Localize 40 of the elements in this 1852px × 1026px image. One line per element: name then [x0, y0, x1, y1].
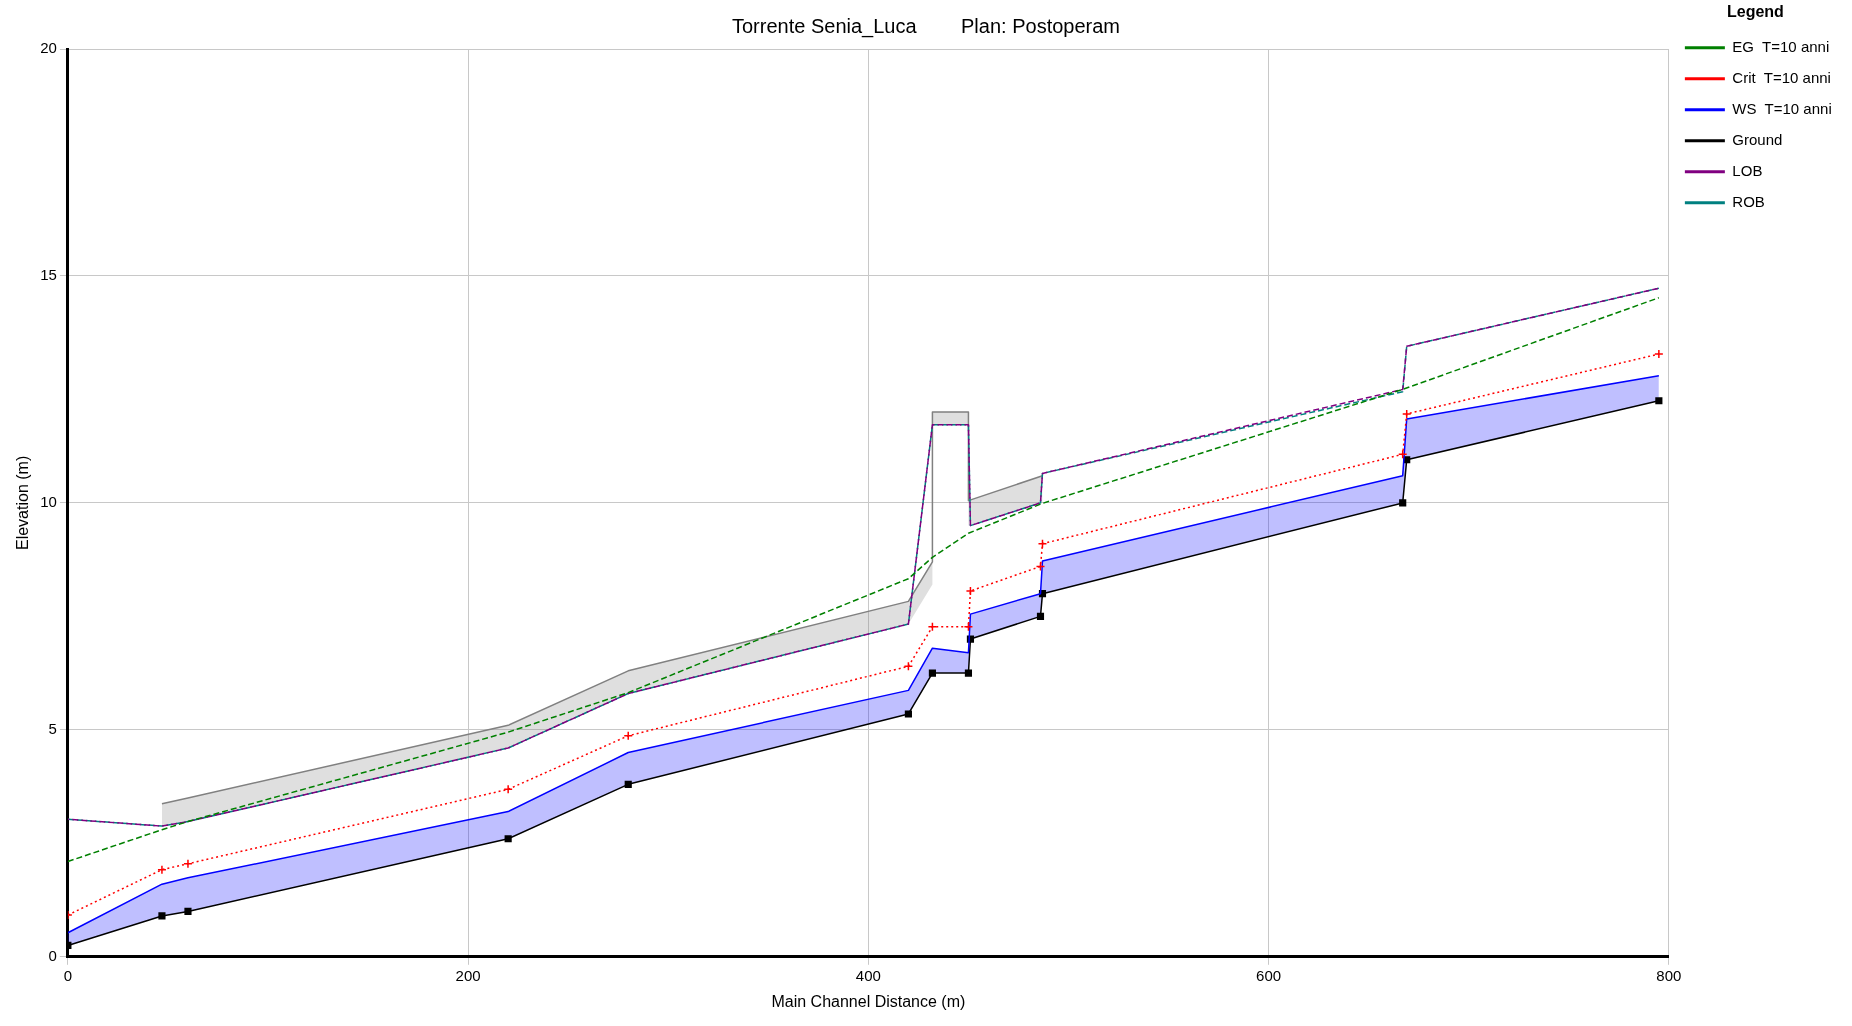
point: [1654, 349, 1664, 359]
point: [1655, 397, 1663, 405]
legend-label: ROB: [1732, 192, 1765, 210]
legend-label: WS T=10 anni: [1732, 99, 1832, 117]
point: [184, 907, 192, 915]
x-tick-label: 800: [1656, 966, 1682, 984]
y-tick-label: 15: [40, 266, 57, 284]
point: [928, 669, 936, 677]
x-tick-label: 0: [63, 966, 73, 984]
point: [503, 784, 513, 795]
x-axis-title: Main Channel Distance (m): [771, 992, 966, 1010]
point: [904, 710, 912, 718]
x-tick-label: 400: [855, 966, 881, 984]
point: [158, 912, 166, 920]
y-tick-label: 0: [48, 946, 57, 964]
point: [1399, 499, 1407, 507]
y-tick-label: 5: [48, 719, 57, 737]
point: [927, 622, 938, 632]
legend-label: Ground: [1732, 130, 1783, 148]
point: [624, 780, 632, 788]
chart-title: Torrente Senia_Luca Plan: Postoperam: [732, 14, 1120, 38]
legend-label: EG T=10 anni: [1732, 37, 1830, 55]
point: [183, 859, 193, 869]
point: [964, 669, 973, 677]
x-tick-label: 600: [1256, 966, 1282, 984]
point: [1401, 409, 1412, 419]
x-tick-label: 200: [455, 966, 481, 984]
point: [504, 835, 512, 843]
y-tick-label: 20: [40, 39, 57, 57]
point: [965, 586, 976, 596]
point: [1036, 612, 1045, 620]
point: [963, 622, 974, 632]
point: [157, 864, 167, 875]
legend-label: Crit T=10 anni: [1732, 68, 1831, 86]
legend-title: Legend: [1726, 3, 1784, 21]
y-axis-title: Elevation (m): [14, 455, 32, 551]
legend-label: LOB: [1732, 161, 1763, 179]
point: [1037, 539, 1048, 549]
point: [623, 731, 633, 741]
y-tick-label: 10: [40, 493, 57, 511]
